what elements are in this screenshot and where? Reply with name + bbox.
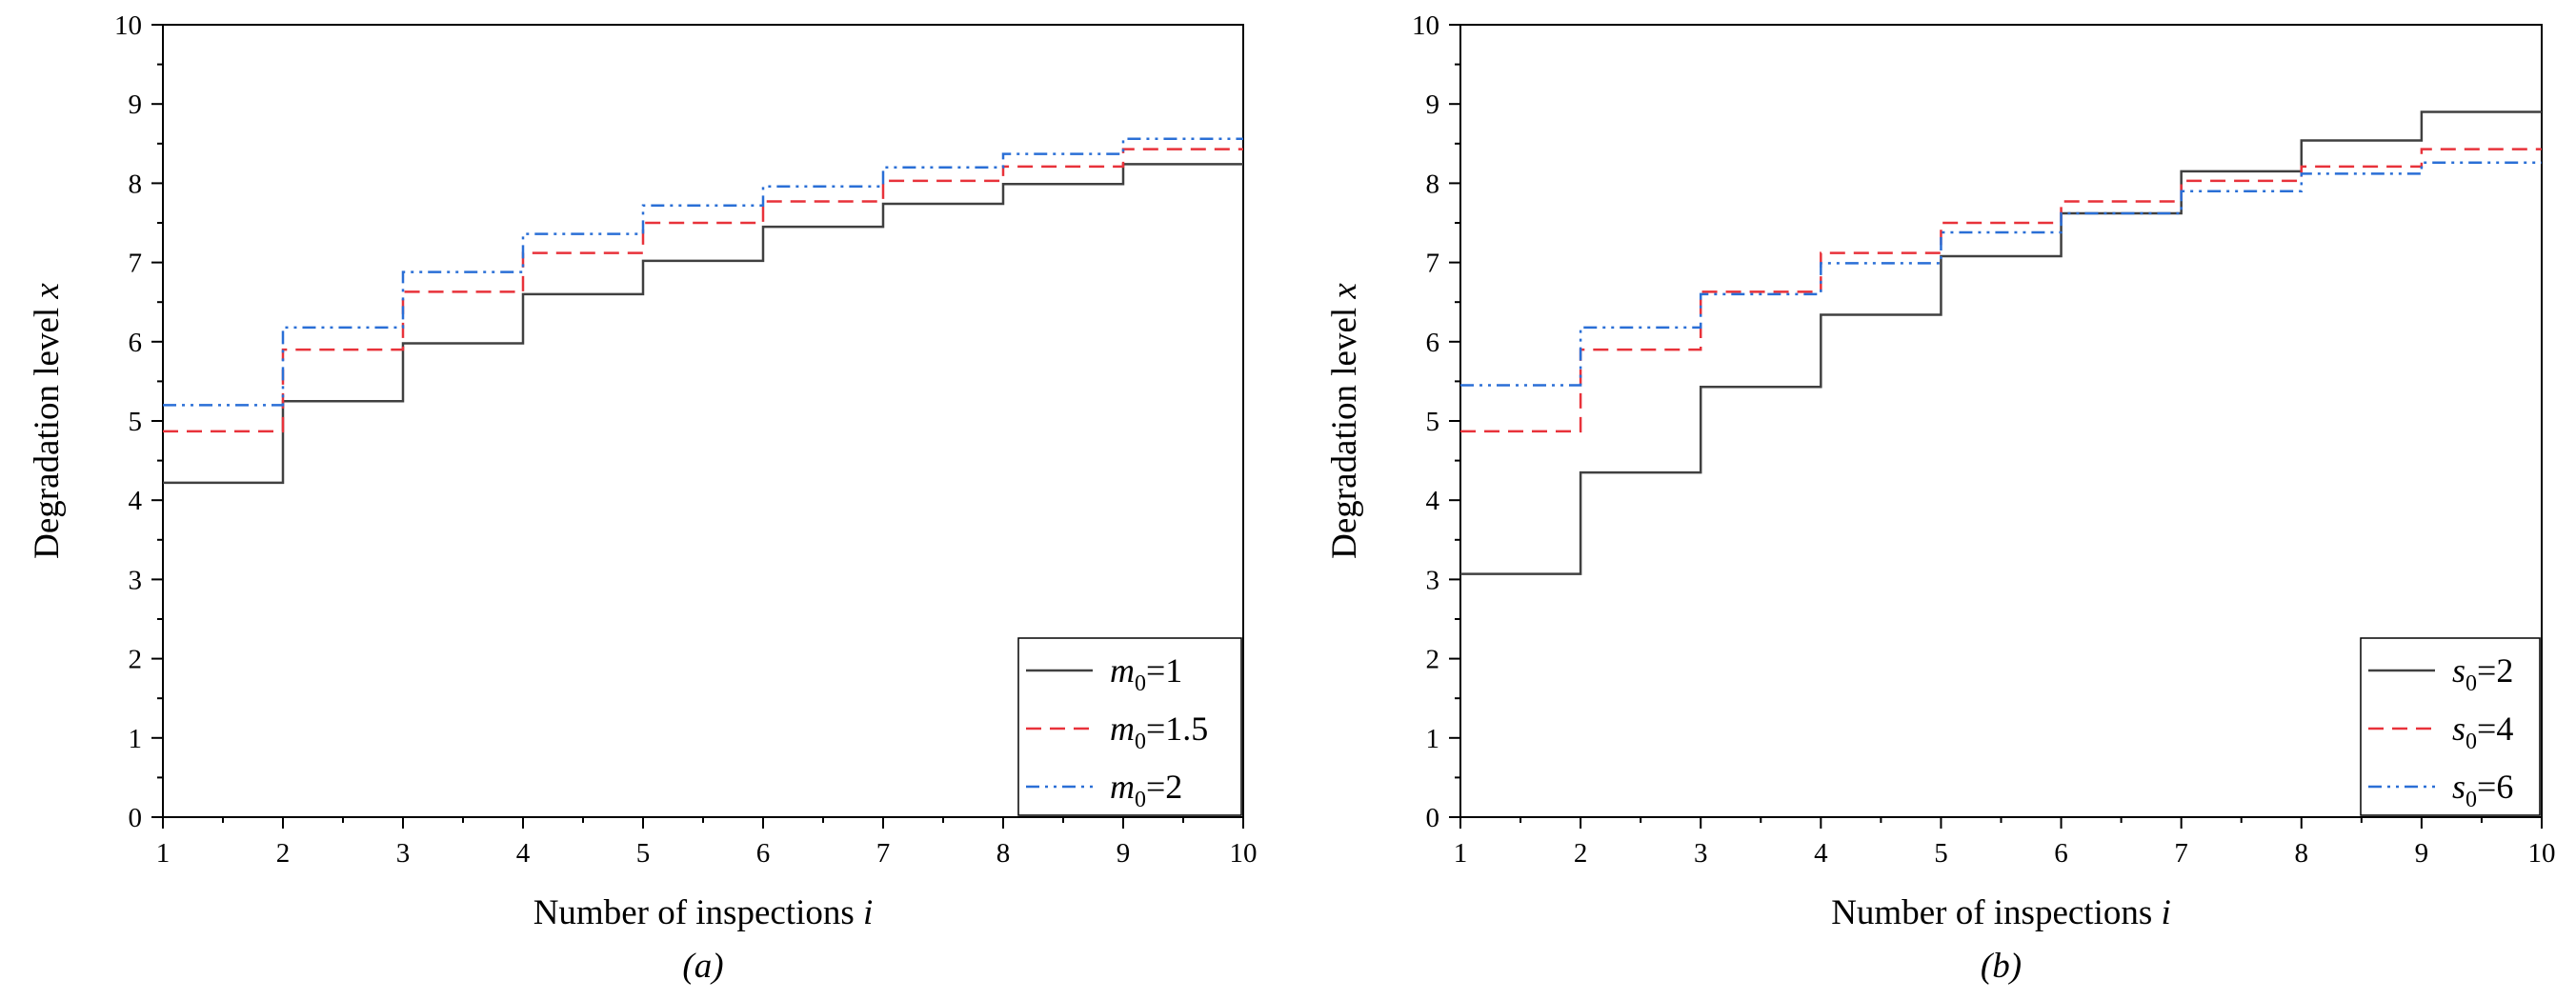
- series-line-m0-1: [163, 163, 1243, 485]
- x-tick-label: 9: [2415, 838, 2429, 869]
- x-tick-label: 10: [2528, 838, 2556, 869]
- y-tick-label: 6: [129, 328, 143, 358]
- x-tick-label: 2: [1574, 838, 1588, 869]
- x-tick-label: 4: [1814, 838, 1828, 869]
- x-tick-label: 5: [1934, 838, 1948, 869]
- x-tick-label: 6: [756, 838, 771, 869]
- y-axis-title: Degradation level x: [28, 283, 67, 559]
- legend: s0=2 s0=4 s0=6: [2360, 637, 2541, 816]
- legend-entry: m0=1.5: [1110, 710, 1208, 754]
- x-tick-label: 7: [876, 838, 891, 869]
- series-line-s0-6: [1460, 161, 2542, 387]
- y-tick-label: 4: [1426, 486, 1440, 516]
- x-tick-label: 4: [516, 838, 531, 869]
- series-line-s0-4: [1460, 148, 2542, 433]
- legend-entry: s0=6: [2452, 768, 2513, 812]
- x-tick-label: 9: [1117, 838, 1131, 869]
- y-tick-label: 9: [1426, 90, 1440, 120]
- y-tick-label: 6: [1426, 328, 1440, 358]
- y-tick-label: 0: [129, 803, 143, 833]
- legend-entry: m0=2: [1110, 768, 1182, 812]
- y-tick-label: 2: [1426, 645, 1440, 675]
- y-tick-label: 3: [1426, 565, 1440, 595]
- y-tick-label: 8: [129, 169, 143, 199]
- x-tick-label: 3: [1694, 838, 1708, 869]
- panel-label: (a): [682, 947, 723, 986]
- y-tick-label: 1: [129, 724, 143, 754]
- legend-box: [2360, 637, 2541, 816]
- x-axis-title: Number of inspections i: [533, 893, 874, 932]
- x-tick-label: 8: [2295, 838, 2309, 869]
- x-axis-title: Number of inspections i: [1831, 893, 2171, 932]
- x-tick-label: 7: [2174, 838, 2188, 869]
- y-tick-label: 0: [1426, 803, 1440, 833]
- y-tick-label: 5: [1426, 407, 1440, 437]
- y-axis-title: Degradation level x: [1325, 283, 1364, 559]
- y-tick-label: 8: [1426, 169, 1440, 199]
- legend-entry: s0=2: [2452, 651, 2513, 696]
- y-tick-label: 10: [114, 10, 142, 41]
- y-tick-label: 7: [129, 249, 143, 279]
- series-line-s0-2: [1460, 110, 2542, 575]
- panel-label: (b): [1981, 947, 2022, 986]
- x-tick-label: 5: [636, 838, 651, 869]
- x-tick-label: 6: [2054, 838, 2068, 869]
- legend: m0=1 m0=1.5 m0=2: [1017, 637, 1242, 816]
- y-tick-label: 3: [129, 565, 143, 595]
- y-tick-label: 2: [129, 645, 143, 675]
- series-line-m0-2: [163, 137, 1243, 407]
- x-tick-label: 2: [276, 838, 291, 869]
- series-line-m0-1-5: [163, 148, 1243, 433]
- x-tick-label: 1: [156, 838, 171, 869]
- x-tick-label: 8: [996, 838, 1011, 869]
- y-tick-label: 1: [1426, 724, 1440, 754]
- y-tick-label: 4: [129, 486, 143, 516]
- legend-entry: s0=4: [2452, 710, 2513, 754]
- x-tick-label: 3: [396, 838, 411, 869]
- y-tick-label: 9: [129, 90, 143, 120]
- x-tick-label: 1: [1454, 838, 1468, 869]
- y-tick-label: 7: [1426, 249, 1440, 279]
- y-tick-label: 10: [1412, 10, 1439, 41]
- x-tick-label: 10: [1230, 838, 1258, 869]
- legend-entry: m0=1: [1110, 651, 1182, 696]
- y-tick-label: 5: [129, 407, 143, 437]
